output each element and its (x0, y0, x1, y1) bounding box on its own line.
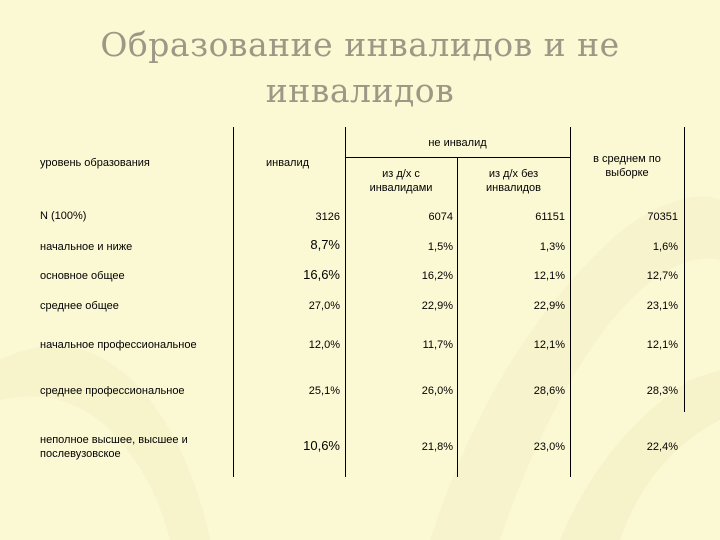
table-divider (345, 157, 570, 158)
value-hh-with: 1,5% (427, 241, 453, 253)
table-divider (684, 127, 685, 412)
value-average: 1,6% (652, 241, 678, 253)
page-title-line-1: Образование инвалидов и не (100, 25, 620, 64)
header-hh-with-disabled: из д/х с инвалидами (369, 168, 433, 194)
table-divider (233, 127, 234, 477)
value-hh-with: 11,7% (422, 339, 453, 351)
row-label: начальное профессиональное (40, 339, 197, 351)
table-divider (457, 157, 458, 477)
page-title: Образование инвалидов и не инвалидов (40, 22, 680, 114)
row-label: неполное высшее, высшее и послевузовское (40, 434, 188, 460)
value-disabled: 10,6% (303, 438, 340, 453)
row-label: среднее общее (40, 300, 119, 312)
value-hh-with: 21,8% (421, 441, 453, 453)
value-hh-with: 26,0% (421, 385, 453, 397)
table-divider (570, 127, 571, 477)
row-label: N (100%) (40, 210, 87, 222)
row-label: основное общее (40, 270, 125, 282)
value-hh-without: 12,1% (533, 339, 565, 351)
value-average: 23,1% (646, 300, 678, 312)
value-hh-without: 23,0% (533, 441, 565, 453)
value-disabled: 8,7% (310, 237, 340, 252)
value-hh-without: 61151 (535, 211, 565, 223)
value-hh-without: 1,3% (539, 241, 565, 253)
value-hh-without: 12,1% (533, 270, 565, 282)
table-divider (345, 127, 346, 477)
row-label: среднее профессиональное (40, 385, 185, 397)
value-disabled: 3126 (315, 211, 340, 223)
page-title-line-2: инвалидов (265, 71, 455, 110)
value-disabled: 27,0% (308, 300, 340, 312)
value-average: 70351 (647, 211, 678, 223)
value-hh-with: 6074 (428, 211, 453, 223)
row-label: начальное и ниже (40, 241, 133, 253)
header-not-disabled: не инвалид (428, 137, 487, 149)
value-hh-without: 22,9% (533, 300, 565, 312)
value-disabled: 16,6% (303, 267, 340, 282)
header-education-level: уровень образования (40, 157, 150, 169)
value-average: 12,1% (646, 339, 678, 351)
value-hh-without: 28,6% (533, 385, 565, 397)
value-average: 22,4% (646, 441, 678, 453)
header-disabled: инвалид (266, 157, 310, 169)
value-disabled: 25,1% (308, 385, 340, 397)
header-sample-average: в среднем по выборке (593, 153, 661, 179)
value-disabled: 12,0% (308, 339, 340, 351)
value-hh-with: 16,2% (421, 270, 453, 282)
value-hh-with: 22,9% (421, 300, 453, 312)
value-average: 28,3% (646, 385, 678, 397)
value-average: 12,7% (646, 270, 678, 282)
header-hh-without-disabled: из д/х без инвалидов (486, 168, 541, 194)
